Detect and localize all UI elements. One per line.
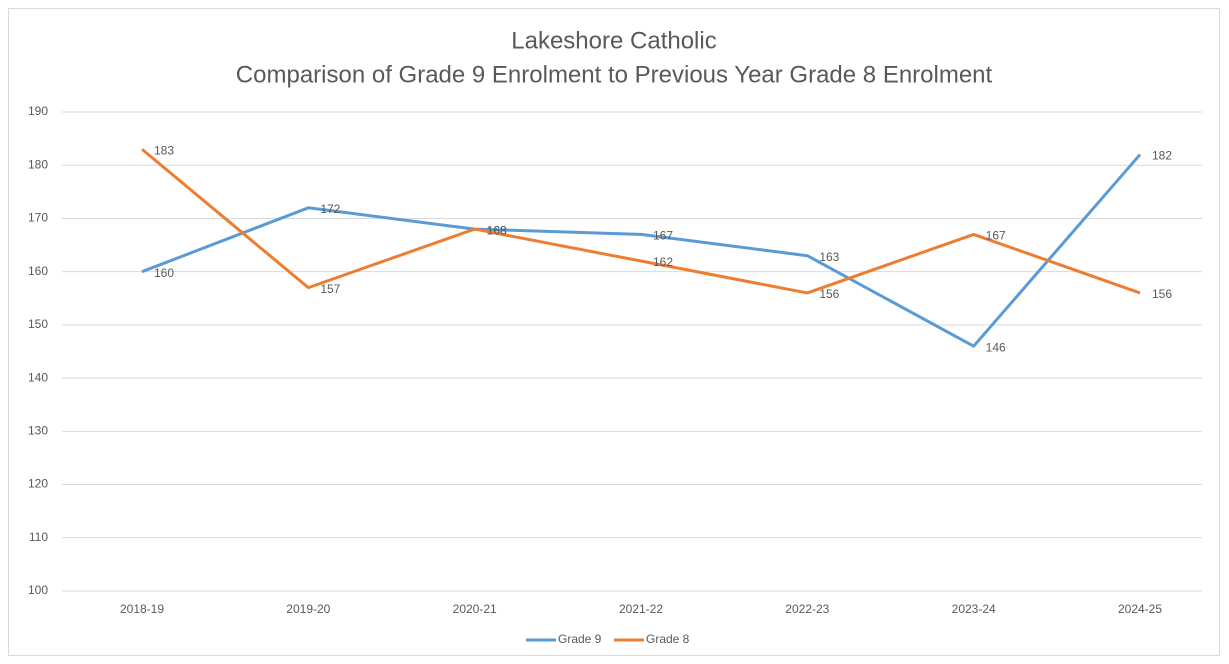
y-tick-label: 190 xyxy=(28,104,48,118)
x-tick-label: 2024-25 xyxy=(1118,602,1162,616)
x-tick-label: 2018-19 xyxy=(120,602,164,616)
data-label: 157 xyxy=(320,282,340,296)
x-tick-label: 2019-20 xyxy=(286,602,330,616)
y-tick-label: 110 xyxy=(29,530,48,544)
y-tick-label: 130 xyxy=(28,424,48,438)
chart-border xyxy=(8,8,1220,656)
x-tick-label: 2022-23 xyxy=(785,602,829,616)
data-label: 156 xyxy=(1152,287,1172,301)
series-line xyxy=(141,153,1142,348)
data-label: 156 xyxy=(819,287,839,301)
series-line xyxy=(141,148,1141,295)
chart-title: Lakeshore Catholic xyxy=(511,27,716,54)
x-tick-label: 2020-21 xyxy=(453,602,497,616)
x-tick-label: 2021-22 xyxy=(619,602,663,616)
data-label: 162 xyxy=(653,255,673,269)
legend-label: Grade 8 xyxy=(646,632,690,646)
x-tick-label: 2023-24 xyxy=(952,602,996,616)
chart-subtitle: Comparison of Grade 9 Enrolment to Previ… xyxy=(236,61,993,88)
data-label: 182 xyxy=(1152,149,1172,163)
data-label: 167 xyxy=(986,229,1006,243)
data-label: 146 xyxy=(986,340,1006,354)
y-tick-label: 120 xyxy=(28,477,48,491)
data-label: 167 xyxy=(653,229,673,243)
y-tick-label: 180 xyxy=(28,157,48,171)
y-tick-label: 150 xyxy=(28,317,48,331)
y-tick-label: 100 xyxy=(28,583,48,597)
data-label: 160 xyxy=(154,266,174,280)
y-tick-label: 170 xyxy=(28,211,48,225)
y-tick-label: 160 xyxy=(28,264,48,278)
data-label: 163 xyxy=(819,250,839,264)
legend-label: Grade 9 xyxy=(558,632,602,646)
data-label: 183 xyxy=(154,143,174,157)
data-label: 172 xyxy=(320,202,340,216)
y-tick-label: 140 xyxy=(28,370,48,384)
data-label: 168 xyxy=(487,223,507,237)
